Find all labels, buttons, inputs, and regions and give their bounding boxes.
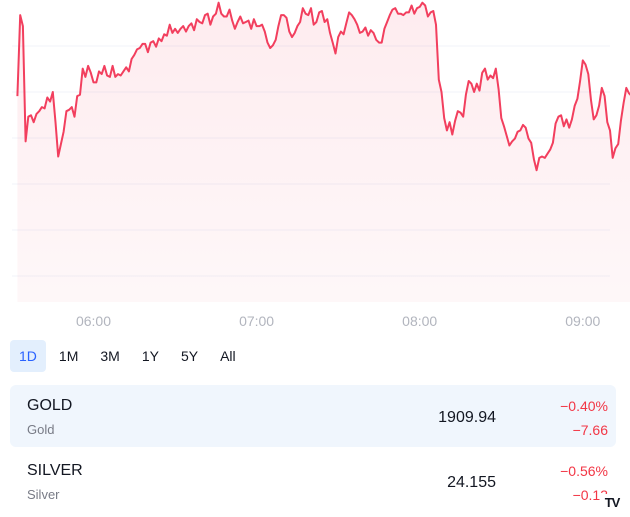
symbol-name: GOLD (27, 397, 73, 414)
range-selector: 1D 1M 3M 1Y 5Y All (10, 340, 245, 372)
range-3m-button[interactable]: 3M (100, 348, 120, 364)
price-chart[interactable]: 06:00 07:00 08:00 09:00 (0, 0, 630, 340)
symbol-description: Silver (27, 487, 60, 502)
x-axis: 06:00 07:00 08:00 09:00 (76, 313, 601, 329)
symbol-description: Gold (27, 422, 55, 437)
symbol-price: 1909.94 (438, 409, 496, 426)
x-tick-label: 07:00 (239, 313, 274, 329)
range-1d-button[interactable]: 1D (10, 340, 46, 372)
symbol-change-percent: −0.40% (560, 398, 608, 414)
range-1m-button[interactable]: 1M (58, 348, 79, 364)
symbol-row-gold[interactable]: GOLD Gold 1909.94 −0.40% −7.66 (10, 385, 616, 447)
symbol-price: 24.155 (447, 474, 496, 491)
x-tick-label: 09:00 (565, 313, 600, 329)
range-5y-button[interactable]: 5Y (180, 348, 199, 364)
range-all-button[interactable]: All (220, 348, 236, 364)
tradingview-logo[interactable]: TV (600, 494, 624, 510)
symbol-name: SILVER (27, 462, 83, 479)
symbol-row-silver[interactable]: SILVER Silver 24.155 −0.56% −0.13 (10, 450, 616, 512)
range-1y-button[interactable]: 1Y (141, 348, 159, 364)
symbol-change: −7.66 (572, 422, 608, 438)
symbol-change: −0.13 (572, 487, 608, 503)
symbol-change-percent: −0.56% (560, 463, 608, 479)
price-line (16, 1, 630, 172)
x-tick-label: 08:00 (402, 313, 437, 329)
x-tick-label: 06:00 (76, 313, 111, 329)
price-area-fill (17, 2, 630, 302)
